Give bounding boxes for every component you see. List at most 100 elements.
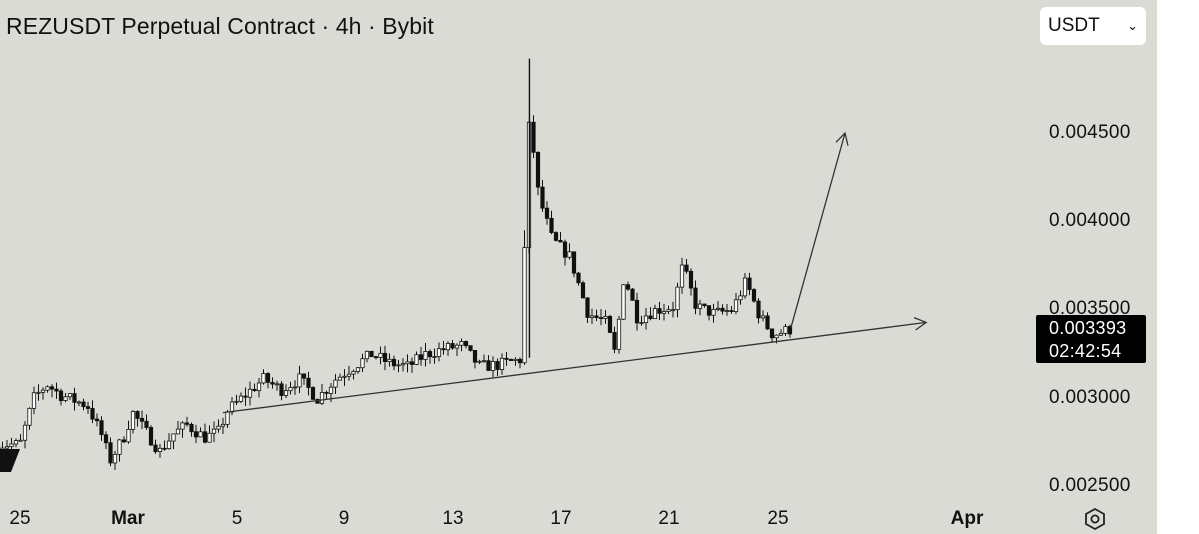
candle-body <box>351 371 356 375</box>
candle-body <box>103 434 109 444</box>
candle-body <box>252 388 257 392</box>
candle-body <box>427 351 433 358</box>
candle-body <box>391 358 397 367</box>
candle-body <box>166 440 172 450</box>
currency-select[interactable]: USDT ⌄ <box>1040 7 1146 45</box>
candle-body <box>495 361 500 370</box>
time-axis-label: 17 <box>550 508 572 529</box>
candle <box>76 400 82 406</box>
candle <box>117 438 122 462</box>
candle <box>81 398 86 411</box>
candle <box>99 416 104 441</box>
candle-body <box>747 277 752 290</box>
support-trendline[interactable] <box>222 321 927 414</box>
candle <box>454 343 460 357</box>
candle <box>765 312 770 331</box>
candle-body <box>175 428 181 435</box>
candle-body <box>243 395 248 398</box>
candle <box>567 243 572 260</box>
candle-body <box>603 315 608 319</box>
candle <box>639 315 644 326</box>
settings-icon[interactable] <box>1083 507 1107 531</box>
candle <box>333 374 338 395</box>
candle <box>157 443 163 458</box>
candle <box>634 292 640 331</box>
candle <box>760 310 766 322</box>
candle-body <box>450 343 455 349</box>
candle-body <box>216 425 221 430</box>
candle <box>481 354 487 363</box>
candle <box>175 420 181 435</box>
candle <box>229 397 235 416</box>
candle-body <box>126 429 131 443</box>
candle <box>121 436 127 444</box>
candle-body <box>54 388 59 392</box>
candle <box>220 417 226 434</box>
candle <box>769 328 775 342</box>
candle-body <box>576 272 581 284</box>
candle <box>423 343 428 367</box>
candle <box>364 350 370 363</box>
candle <box>396 359 401 373</box>
candle <box>711 303 716 323</box>
candle <box>67 393 73 401</box>
price-axis-label: 0.004000 <box>1049 210 1131 231</box>
candle <box>616 315 622 354</box>
candle <box>531 115 536 159</box>
candle-body <box>432 356 437 358</box>
candle-body <box>13 440 19 445</box>
candle <box>265 372 271 389</box>
candle-body <box>27 407 32 426</box>
candle <box>369 350 374 358</box>
candle-body <box>346 373 352 377</box>
candle-body <box>292 386 298 389</box>
candle-body <box>679 264 685 288</box>
candle-body <box>657 308 662 314</box>
candle-body <box>729 310 734 313</box>
candle-body <box>301 373 307 379</box>
candle-body <box>382 352 388 362</box>
candle <box>94 413 100 427</box>
candle-body <box>463 341 469 347</box>
candle-body <box>31 392 37 409</box>
arrowhead <box>835 131 849 146</box>
candle-body <box>328 386 334 394</box>
candle-body <box>4 446 10 449</box>
candle <box>603 310 608 324</box>
candle-body <box>211 428 217 434</box>
candle <box>58 388 64 406</box>
candle-body <box>666 309 671 312</box>
candle-body <box>99 420 104 436</box>
candle <box>679 257 685 294</box>
candle-body <box>238 395 244 402</box>
candle <box>783 324 788 337</box>
candle <box>733 292 739 315</box>
candle-body <box>337 376 343 381</box>
candle-body <box>198 431 203 438</box>
candle <box>301 373 307 385</box>
candle-body <box>373 356 379 359</box>
candle <box>472 350 478 369</box>
candle-body <box>630 288 635 301</box>
candle-body <box>715 307 721 310</box>
candle-body <box>81 401 86 408</box>
candle-body <box>319 391 325 404</box>
time-axis-label: 21 <box>658 508 680 529</box>
candle-body <box>549 217 554 233</box>
candle <box>702 303 707 308</box>
candle <box>247 381 253 406</box>
time-axis-label: 25 <box>9 508 31 529</box>
candle-body <box>436 348 442 357</box>
candle <box>139 410 145 430</box>
projection-arrow[interactable] <box>790 132 846 328</box>
candle-body <box>256 382 262 392</box>
candle-body <box>517 358 523 364</box>
price-chart[interactable] <box>0 0 1157 534</box>
chart-title: REZUSDT Perpetual Contract · 4h · Bybit <box>6 13 434 39</box>
candle <box>594 309 599 321</box>
candle <box>130 410 136 434</box>
candle <box>657 301 662 320</box>
candle <box>513 357 518 366</box>
candle <box>346 365 352 381</box>
candle-body <box>652 308 658 319</box>
